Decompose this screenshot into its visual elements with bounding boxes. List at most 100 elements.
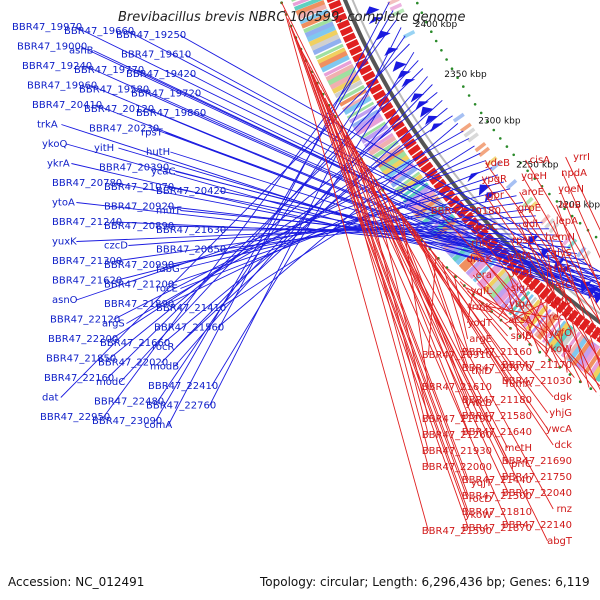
plus-strand-gene	[392, 61, 407, 72]
minus-label-line	[510, 239, 583, 383]
cog-segment	[371, 139, 399, 161]
minus-gene-label: gpr	[487, 190, 505, 201]
minus-gene-label: dnaK	[467, 254, 493, 265]
plus-gene-label: BBR47_20120	[84, 104, 154, 115]
plus-label-line	[61, 124, 600, 300]
minus-gene-label: ypgR	[481, 174, 507, 185]
plus-strand-gene	[430, 123, 444, 133]
minus-label-line	[507, 287, 519, 336]
minus-gene-label: grpE	[518, 203, 541, 214]
cog-segment	[312, 38, 342, 56]
cog-segment	[388, 162, 415, 184]
plus-label-line	[217, 123, 459, 328]
minus-strand-gene	[372, 89, 387, 101]
inner-feature	[452, 112, 465, 123]
minus-strand-gene	[345, 38, 360, 50]
plus-gene-label: BBR47_19000	[17, 42, 87, 53]
plus-gene-label: BBR47_22160	[44, 373, 114, 384]
inner-feature	[522, 196, 534, 208]
plus-gene-label: BBR47_21300	[52, 256, 122, 267]
ring-layers	[280, 0, 600, 397]
gc-dot	[434, 39, 438, 43]
minus-gene-label: rhbF	[550, 264, 573, 275]
cog-segment	[377, 147, 405, 169]
minus-gene-label: BBR47_21870	[462, 523, 532, 534]
minus-strand-gene	[376, 95, 390, 108]
minus-label-line	[466, 287, 548, 334]
minus-gene-label: yqfA	[509, 251, 532, 262]
minus-label-line	[478, 299, 508, 321]
minus-gene-label: BBR47_21610	[422, 382, 492, 393]
inner-feature	[474, 141, 487, 153]
cog-segment	[522, 302, 545, 328]
plus-label-line	[142, 89, 600, 295]
plus-gene-label: BBR47_20410	[32, 100, 102, 111]
plus-label-line	[103, 18, 398, 418]
plus-label-line	[126, 130, 464, 324]
plus-gene-label: BBR47_19860	[136, 108, 206, 119]
inner-feature	[580, 250, 592, 262]
plus-label-line	[174, 76, 428, 367]
plus-label-line	[157, 35, 406, 402]
inner-feature	[566, 238, 578, 250]
plus-gene-label: BBR47_21620	[52, 276, 122, 287]
gc-dot	[499, 137, 502, 140]
gc-dot	[518, 335, 522, 338]
minus-strand-gene	[522, 272, 535, 286]
plus-strand-gene	[364, 6, 380, 17]
plus-label-line	[155, 10, 394, 422]
cog-segment	[293, 0, 323, 11]
cog-segment	[366, 132, 394, 152]
inner-feature	[489, 160, 502, 172]
cog-segment	[317, 47, 346, 64]
plus-label-line	[109, 92, 438, 359]
minus-strand-gene	[567, 309, 580, 323]
minus-gene-label: spIB	[511, 331, 533, 342]
plus-gene-label: BBR47_22760	[146, 401, 216, 412]
minus-label-line	[324, 97, 509, 478]
minus-label-line	[304, 58, 469, 500]
minus-label-line	[355, 150, 429, 436]
minus-label-line	[437, 210, 600, 387]
gc-dot	[420, 11, 424, 14]
minus-gene-label: argE	[469, 334, 492, 345]
minus-strand-gene	[590, 326, 600, 340]
minus-gene-label: BBR47_21260	[422, 430, 492, 441]
cog-segment	[315, 43, 344, 60]
plus-label-line	[219, 145, 475, 309]
minus-gene-label: npdA	[561, 168, 587, 179]
plus-label-line	[189, 73, 600, 286]
minus-strand-gene	[362, 70, 376, 82]
minus-label-line	[312, 74, 509, 494]
cog-segment	[518, 299, 541, 325]
minus-gene-label: abgT	[547, 536, 573, 547]
cog-segment	[402, 182, 429, 204]
plus-label-line	[219, 208, 530, 250]
minus-label-line	[559, 188, 600, 290]
minus-label-line	[320, 90, 469, 481]
minus-label-line	[308, 66, 469, 497]
plus-gene-label: BBR47_20920	[104, 202, 174, 213]
plus-label-line	[60, 43, 410, 398]
gc-dot	[430, 30, 433, 33]
gc-dot	[578, 221, 582, 225]
plus-label-line	[66, 143, 600, 295]
inner-feature	[544, 218, 556, 230]
plus-gene-label: rocR	[152, 342, 175, 353]
minus-strand-gene	[527, 277, 541, 291]
plus-gene-label: modB	[150, 362, 179, 373]
gc-dot	[416, 1, 419, 5]
plus-label-line	[75, 26, 600, 284]
plus-strand-gene	[527, 235, 539, 248]
cog-segment	[304, 21, 335, 38]
minus-label-line	[498, 303, 508, 319]
cog-segment	[308, 29, 338, 47]
plus-strand-gene	[410, 93, 425, 103]
minus-strand-gene	[336, 19, 351, 30]
minus-gene-label: fumA	[506, 379, 533, 390]
plus-gene-label: asnO	[52, 295, 78, 306]
cog-segment	[551, 324, 574, 352]
minus-label-line	[459, 281, 508, 337]
cog-segment	[337, 84, 365, 103]
minus-label-line	[351, 143, 554, 446]
